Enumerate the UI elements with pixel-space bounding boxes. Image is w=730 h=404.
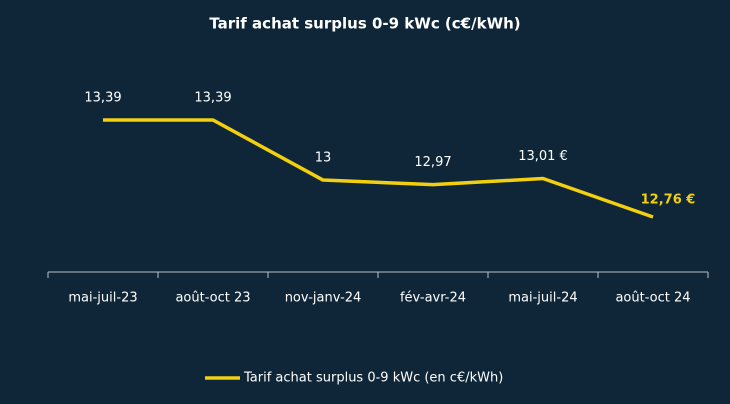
x-tick-label: août-oct 24 — [615, 291, 690, 306]
value-label: 13,39 — [84, 91, 121, 106]
line — [103, 118, 654, 219]
x-tick-label: mai-juil-24 — [508, 291, 577, 306]
x-tick-label: nov-janv-24 — [285, 291, 362, 306]
value-label: 12,76 € — [641, 193, 696, 208]
legend-label: Tarif achat surplus 0-9 kWc (en c€/kWh) — [243, 371, 503, 386]
value-label: 13,01 € — [518, 149, 568, 164]
value-label: 12,97 — [414, 155, 451, 170]
x-tick-label: mai-juil-23 — [68, 291, 137, 306]
chart-title: Tarif achat surplus 0-9 kWc (c€/kWh) — [209, 15, 520, 33]
x-tick-label: août-oct 23 — [175, 291, 250, 306]
value-label: 13 — [315, 151, 332, 166]
value-label: 13,39 — [194, 91, 231, 106]
x-tick-label: fév-avr-24 — [400, 291, 466, 306]
